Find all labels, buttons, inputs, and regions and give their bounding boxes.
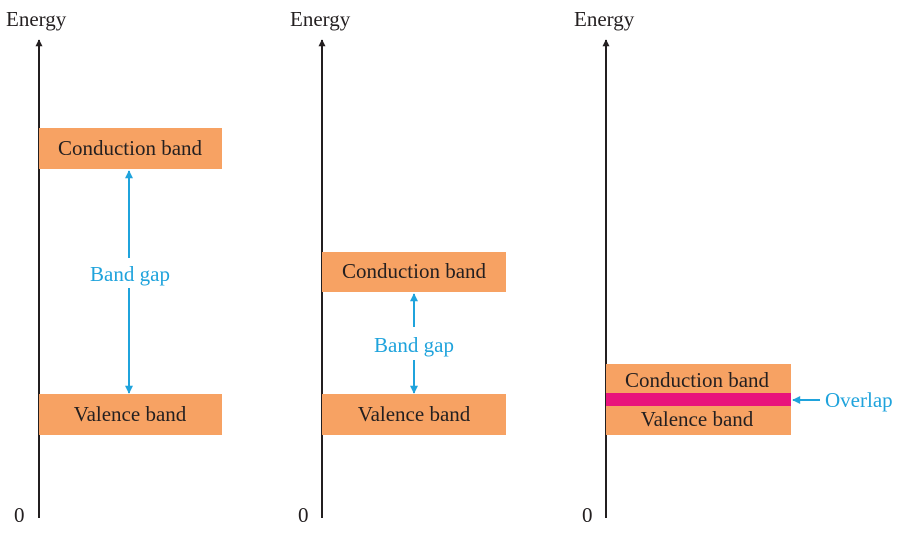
energy-axis-label: Energy	[6, 7, 67, 31]
valence-band	[39, 394, 222, 435]
origin-label: 0	[582, 503, 593, 527]
overlap-label: Overlap	[825, 388, 893, 412]
valence-band-label: Valence band	[74, 402, 187, 426]
overlap-region	[606, 393, 791, 406]
band-gap-label: Band gap	[90, 262, 170, 286]
conduction-band	[322, 252, 506, 292]
origin-label: 0	[298, 503, 309, 527]
conduction-band-label: Conduction band	[342, 259, 487, 283]
valence-band-label: Valence band	[358, 402, 471, 426]
panel-conductor: Energy 0 Conduction band Valence band Ov…	[574, 7, 893, 527]
band-gap-label: Band gap	[374, 333, 454, 357]
valence-band	[322, 394, 506, 435]
panel-insulator: Energy 0 Conduction band Valence band Ba…	[6, 7, 222, 527]
energy-axis-label: Energy	[290, 7, 351, 31]
energy-axis-label: Energy	[574, 7, 635, 31]
conduction-band	[39, 128, 222, 169]
conduction-band-label: Conduction band	[58, 136, 203, 160]
origin-label: 0	[14, 503, 25, 527]
valence-band-label: Valence band	[641, 407, 754, 431]
panel-semiconductor: Energy 0 Conduction band Valence band Ba…	[290, 7, 506, 527]
conduction-band-label: Conduction band	[625, 368, 770, 392]
